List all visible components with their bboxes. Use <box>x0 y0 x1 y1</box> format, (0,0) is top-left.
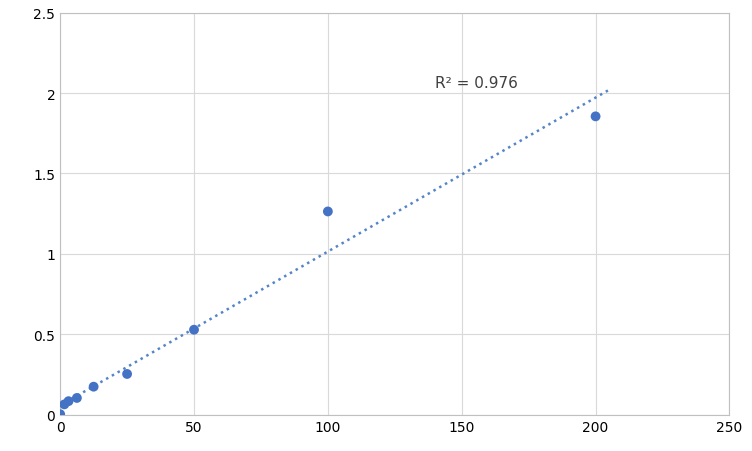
Point <box>87 383 99 391</box>
Point <box>71 395 83 402</box>
Point <box>590 114 602 121</box>
Point <box>188 327 200 334</box>
Point <box>54 411 66 418</box>
Point <box>322 208 334 216</box>
Point <box>59 401 71 408</box>
Point <box>121 371 133 378</box>
Point <box>62 398 74 405</box>
Text: R² = 0.976: R² = 0.976 <box>435 76 518 91</box>
